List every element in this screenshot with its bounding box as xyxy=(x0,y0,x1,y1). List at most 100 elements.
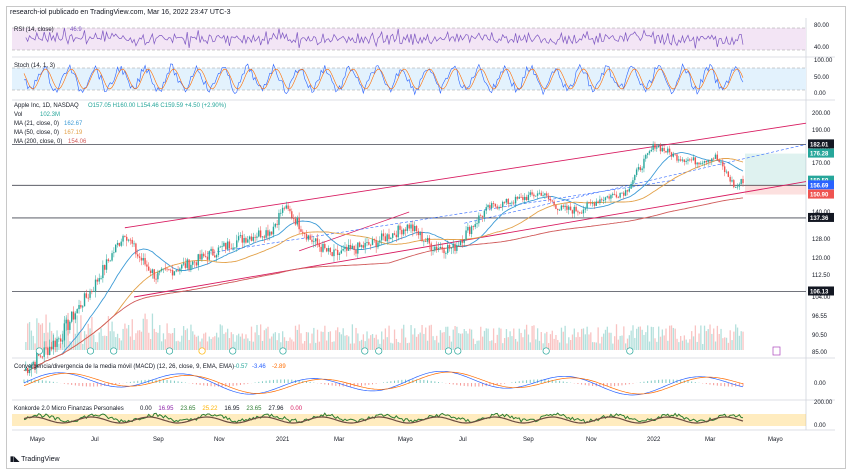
candle-body xyxy=(560,205,563,210)
volume-bar xyxy=(434,340,436,350)
volume-bar xyxy=(696,341,698,350)
candle-body xyxy=(126,236,128,241)
candle-body xyxy=(256,236,258,238)
candle-body xyxy=(716,154,719,160)
volume-bar xyxy=(265,328,267,350)
macd-hist-bar xyxy=(265,380,267,383)
volume-bar xyxy=(78,332,80,350)
candle-body xyxy=(733,180,735,188)
volume-bar xyxy=(254,332,256,350)
candle-body xyxy=(338,253,341,256)
volume-bar xyxy=(426,340,429,350)
macd-hist-bar xyxy=(63,383,65,384)
x-axis-tick: Mar xyxy=(705,437,715,443)
candle-body xyxy=(149,270,152,273)
volume-bar xyxy=(381,331,383,350)
macd-hist-bar xyxy=(639,382,641,383)
volume-bar xyxy=(311,333,313,350)
macd-hist-bar xyxy=(67,383,69,385)
macd-hist-bar xyxy=(151,379,153,383)
rsi-value: 46.9 xyxy=(70,27,82,33)
candle-body xyxy=(197,254,199,266)
candle-body xyxy=(461,240,464,243)
candle-body xyxy=(645,154,647,159)
macd-hist-bar xyxy=(562,381,564,383)
macd-hist-bar xyxy=(364,383,366,386)
candle-body xyxy=(557,208,559,211)
candle-body xyxy=(30,364,33,370)
earnings-marker-icon xyxy=(542,347,550,355)
candle-body xyxy=(687,159,689,161)
volume-bar xyxy=(195,336,198,350)
candle-body xyxy=(711,158,713,162)
candle-body xyxy=(274,223,276,227)
volume-bar xyxy=(302,343,304,350)
volume-bar xyxy=(359,341,361,350)
volume-bar xyxy=(32,335,34,350)
macd-hist-bar xyxy=(606,383,608,387)
macd-hist-bar xyxy=(338,383,340,387)
candle-body xyxy=(61,340,64,342)
macd-hist-bar xyxy=(38,379,40,383)
volume-bar xyxy=(535,339,537,350)
volume-bar xyxy=(718,333,720,350)
volume-bar xyxy=(236,335,238,350)
candle-body xyxy=(683,159,686,162)
candle-body xyxy=(98,278,100,282)
volume-bar xyxy=(157,332,159,350)
candle-body xyxy=(465,230,467,240)
candle-body xyxy=(401,229,403,235)
candle-body xyxy=(712,158,715,160)
candle-body xyxy=(52,340,55,350)
price-label-box xyxy=(808,180,834,190)
candle-body xyxy=(525,196,528,201)
price-label-box xyxy=(808,286,834,296)
volume-bar xyxy=(349,343,352,350)
macd-hist-bar xyxy=(544,379,546,383)
volume-bar xyxy=(496,334,498,350)
volume-bar xyxy=(480,326,482,350)
macd-hist-bar xyxy=(115,383,117,385)
stoch-d-line xyxy=(23,68,744,90)
candle-body xyxy=(373,239,376,241)
candle-body xyxy=(261,236,264,238)
macd-hist-bar xyxy=(203,383,205,386)
candle-body xyxy=(36,352,38,367)
candle-body xyxy=(654,143,656,149)
volume-bar xyxy=(179,341,181,350)
candle-body xyxy=(661,148,663,152)
candle-body xyxy=(285,205,287,209)
volume-bar xyxy=(331,341,333,350)
candle-body xyxy=(566,205,568,210)
macd-hist-bar xyxy=(276,379,278,383)
candle-body xyxy=(203,253,205,257)
candle-body xyxy=(408,224,410,229)
macd-hist-bar xyxy=(438,382,440,383)
volume-bar xyxy=(716,325,719,350)
volume-bar xyxy=(645,332,647,350)
volume-bar xyxy=(571,334,574,350)
macd-hist-bar xyxy=(621,383,623,386)
macd-hist-bar xyxy=(309,381,311,383)
macd-hist-bar xyxy=(93,383,95,387)
candle-body xyxy=(382,233,385,237)
macd-hist-bar xyxy=(155,379,157,383)
macd-hist-bar xyxy=(628,383,630,385)
volume-bar xyxy=(536,328,539,350)
candle-body xyxy=(83,293,86,307)
volume-bar xyxy=(137,330,139,350)
candle-body xyxy=(379,240,381,243)
volume-bar xyxy=(421,324,423,350)
candle-body xyxy=(397,225,399,238)
volume-bar xyxy=(430,324,432,350)
macd-hist-bar xyxy=(489,383,491,386)
volume-bar xyxy=(329,331,332,350)
macd-hist-bar xyxy=(460,383,462,386)
candle-body xyxy=(478,215,480,224)
macd-hist-bar xyxy=(375,383,377,384)
candle-body xyxy=(298,217,300,230)
candle-body xyxy=(502,201,504,208)
candle-body xyxy=(366,242,368,243)
macd-hist-bar xyxy=(298,380,300,383)
